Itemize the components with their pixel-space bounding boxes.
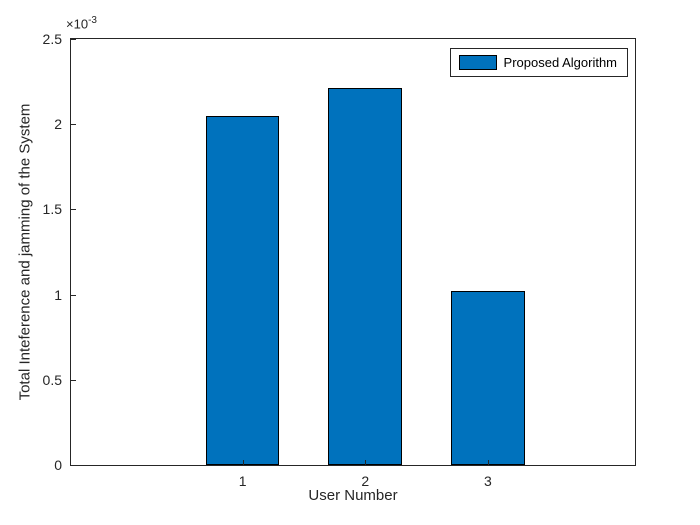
x-tick-mark bbox=[487, 460, 489, 465]
x-tick-mark bbox=[365, 460, 367, 465]
bar-user-2 bbox=[328, 88, 403, 465]
bar-user-3 bbox=[451, 291, 525, 465]
legend-swatch bbox=[458, 55, 497, 70]
y-tick-mark bbox=[71, 379, 76, 381]
plot-area: Proposed Algorithm 1 2 3 0 0.5 1 1.5 2 2.5 bbox=[43, 31, 636, 489]
y-tick-label: 2.5 bbox=[42, 31, 62, 47]
legend-label: Proposed Algorithm bbox=[503, 55, 617, 70]
y-axis-exponent: ×10-3 bbox=[66, 15, 97, 31]
x-tick-label: 3 bbox=[483, 473, 492, 489]
y-axis-exponent-power: -3 bbox=[88, 15, 97, 26]
bar-user-1 bbox=[205, 115, 280, 465]
y-tick-label: 0.5 bbox=[42, 371, 62, 388]
y-tick-label: 2 bbox=[54, 116, 62, 133]
x-tick-mark bbox=[242, 460, 244, 465]
y-tick-label: 1 bbox=[54, 286, 62, 303]
y-tick-mark bbox=[71, 124, 76, 126]
legend: Proposed Algorithm bbox=[449, 48, 628, 77]
y-tick-mark bbox=[71, 294, 76, 296]
y-tick-mark bbox=[71, 39, 76, 40]
y-tick-label: 1.5 bbox=[42, 201, 62, 218]
y-axis-label: Total Inteference and jamming of the Sys… bbox=[16, 103, 34, 401]
y-axis-exponent-base: ×10 bbox=[66, 16, 89, 32]
y-tick-mark bbox=[71, 465, 76, 466]
x-tick-label: 2 bbox=[361, 473, 370, 489]
y-tick-mark bbox=[71, 209, 76, 211]
y-tick-label: 0 bbox=[54, 457, 62, 473]
x-tick-label: 1 bbox=[238, 473, 247, 489]
x-axis-label: User Number bbox=[308, 487, 398, 504]
